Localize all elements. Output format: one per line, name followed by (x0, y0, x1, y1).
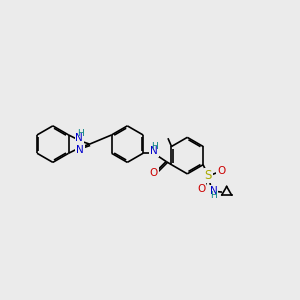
Text: N: N (150, 146, 158, 156)
Text: O: O (150, 168, 158, 178)
Text: H: H (151, 142, 158, 151)
Text: H: H (210, 191, 217, 200)
Text: H: H (77, 129, 84, 138)
Text: S: S (205, 169, 212, 182)
Text: O: O (217, 166, 226, 176)
Text: N: N (76, 145, 84, 155)
Text: O: O (197, 184, 206, 194)
Text: N: N (210, 186, 218, 196)
Text: N: N (76, 134, 83, 143)
